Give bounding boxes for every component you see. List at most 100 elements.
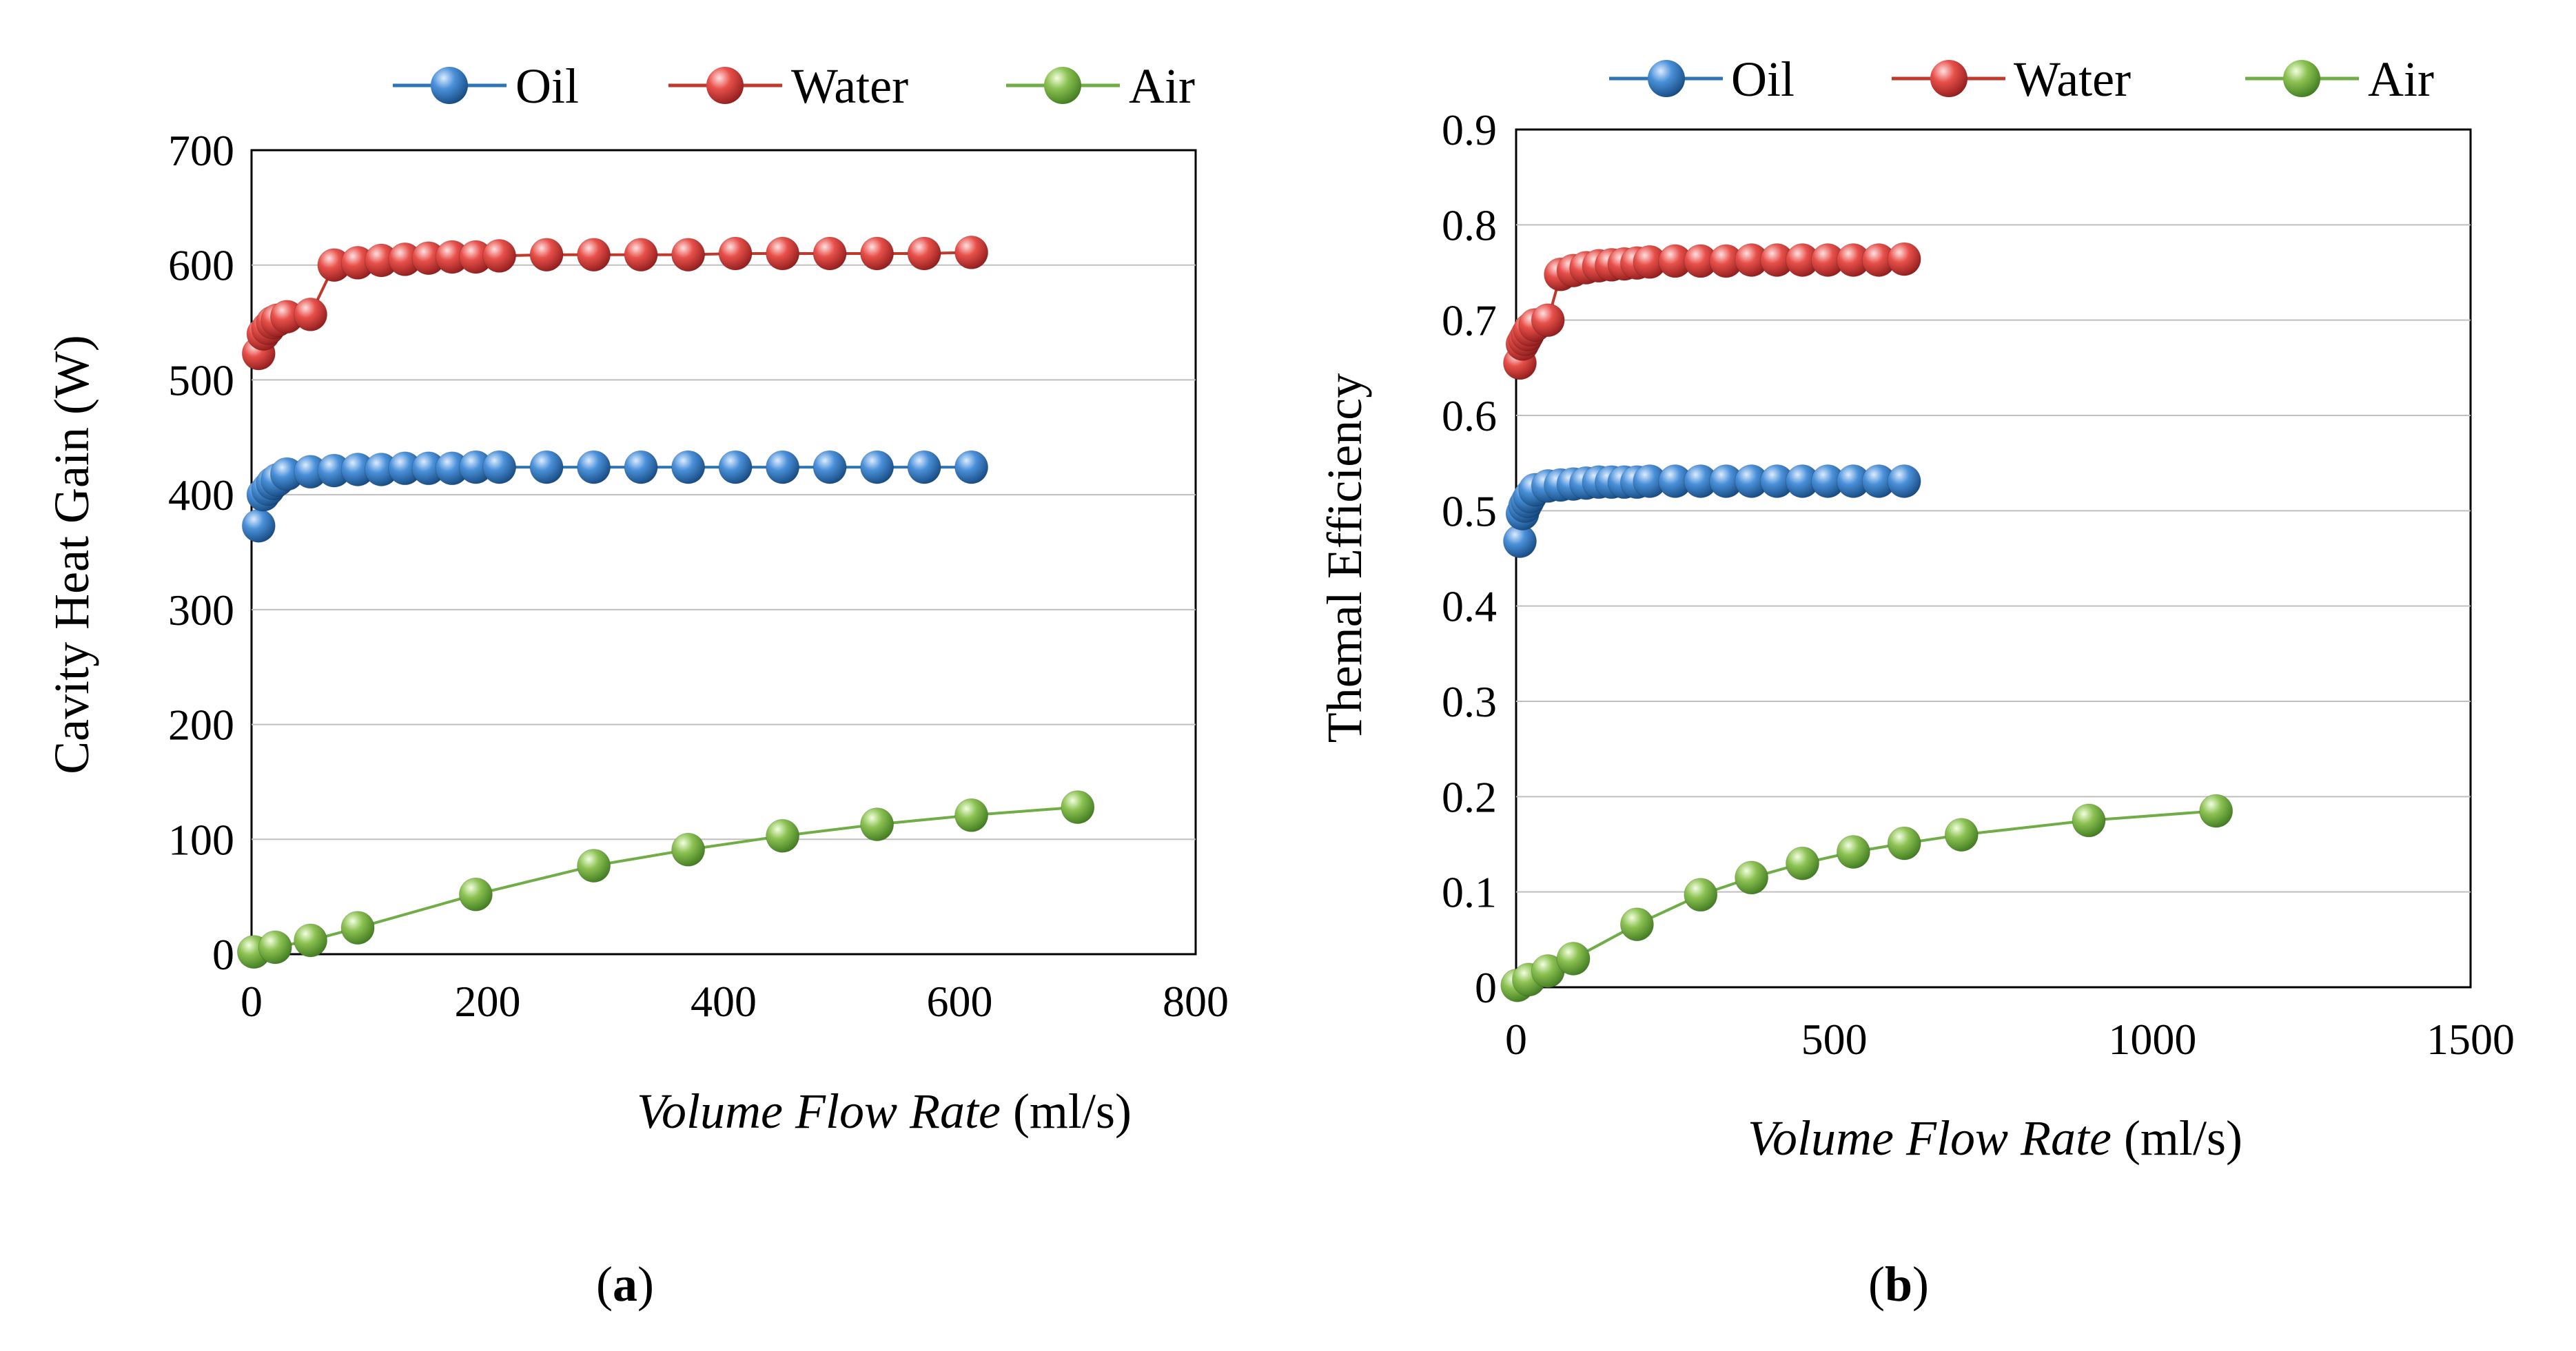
- point-b-water-24: [1887, 242, 1921, 276]
- point-a-oil-21: [812, 450, 847, 484]
- x-tick-label-a-1: 200: [455, 977, 521, 1026]
- y-tick-label-a-2: 200: [168, 701, 234, 750]
- point-a-oil-24: [954, 450, 989, 484]
- y-axis-title-b: Themal Efficiency: [1317, 373, 1372, 743]
- y-tick-label-a-1: 100: [168, 815, 234, 864]
- y-tick-label-a-4: 400: [168, 471, 234, 519]
- y-tick-label-b-3: 0.3: [1442, 677, 1497, 726]
- point-a-oil-22: [860, 450, 895, 484]
- y-ticks-b: 0 0.1 0.2 0.3 0.4 0.5 0.6 0.7 0.8 0.9: [1442, 105, 1497, 1012]
- x-ticks-b: 0 500 1000 1500: [1505, 1015, 2515, 1064]
- point-a-air-3: [340, 911, 375, 945]
- y-tick-label-b-7: 0.7: [1442, 296, 1497, 345]
- x-axis-title-b: Volume Flow Rate (ml/s): [1748, 1111, 2242, 1166]
- y-tick-label-b-6: 0.6: [1442, 391, 1497, 440]
- point-b-air-3: [1556, 942, 1591, 976]
- point-a-oil-16: [577, 450, 611, 484]
- caption-a: (a): [596, 1257, 654, 1312]
- y-tick-label-a-6: 600: [168, 241, 234, 290]
- point-b-air-5: [1684, 878, 1718, 912]
- point-a-water-20: [766, 236, 800, 271]
- point-b-air-7: [1786, 846, 1819, 880]
- point-a-water-6: [294, 297, 328, 331]
- y-tick-label-b-1: 0.1: [1442, 868, 1497, 917]
- x-tick-label-b-0: 0: [1505, 1015, 1527, 1064]
- series-a: [236, 235, 1095, 969]
- x-tick-label-b-1: 500: [1801, 1015, 1868, 1064]
- point-a-water-15: [529, 238, 564, 272]
- x-axis-title-b-italic: Volume Flow Rate: [1748, 1111, 2112, 1166]
- point-a-air-5: [577, 849, 611, 883]
- point-b-air-10: [1944, 818, 1979, 852]
- point-a-oil-20: [766, 450, 800, 484]
- legend-b-oil-marker: [1648, 60, 1685, 97]
- point-b-air-11: [2072, 803, 2106, 838]
- point-a-air-2: [294, 923, 328, 958]
- point-b-air-9: [1887, 826, 1921, 860]
- legend-a-water: Water: [668, 59, 908, 114]
- point-a-oil-19: [718, 450, 753, 484]
- legend-b-air-label: Air: [2368, 52, 2434, 107]
- chart-a: Oil Water Air 0 100 200 300 400 500 600 700 0 20…: [44, 59, 1229, 1312]
- point-a-water-23: [907, 236, 941, 271]
- point-a-water-19: [718, 236, 753, 271]
- legend-a-air-marker: [1044, 67, 1081, 104]
- x-tick-label-a-3: 600: [927, 977, 993, 1026]
- y-tick-label-b-9: 0.9: [1442, 105, 1497, 154]
- x-tick-label-a-0: 0: [241, 977, 263, 1026]
- caption-a-letter: a: [613, 1257, 637, 1312]
- point-a-oil-18: [671, 450, 706, 484]
- legend-a-air-label: Air: [1129, 59, 1195, 114]
- x-tick-label-a-2: 400: [691, 977, 757, 1026]
- legend-b-oil: Oil: [1609, 52, 1795, 107]
- legend-a-water-marker: [706, 67, 744, 104]
- x-tick-label-a-4: 800: [1163, 977, 1229, 1026]
- gridlines-b: [1516, 224, 2471, 893]
- legend-b-water-marker: [1930, 60, 1967, 97]
- point-a-oil-0: [241, 508, 276, 543]
- legend-b-air: Air: [2245, 52, 2434, 107]
- y-tick-label-a-5: 500: [168, 355, 234, 404]
- point-b-air-6: [1735, 860, 1769, 895]
- point-a-air-8: [860, 807, 895, 842]
- y-tick-label-b-8: 0.8: [1442, 200, 1497, 249]
- y-tick-label-a-3: 300: [168, 586, 234, 635]
- point-b-water-6: [1531, 303, 1565, 338]
- point-a-oil-23: [907, 450, 941, 484]
- point-a-air-10: [1061, 790, 1095, 825]
- point-b-air-12: [2199, 794, 2233, 828]
- point-a-water-21: [812, 236, 847, 271]
- point-a-oil-14: [482, 450, 517, 484]
- point-a-water-18: [671, 238, 706, 272]
- y-tick-label-b-4: 0.4: [1442, 582, 1497, 631]
- caption-b-letter: b: [1885, 1257, 1912, 1312]
- x-axis-title-a: Volume Flow Rate (ml/s): [637, 1084, 1132, 1139]
- point-a-water-14: [482, 238, 517, 273]
- x-axis-title-a-unit: (ml/s): [1001, 1084, 1132, 1139]
- point-a-oil-17: [624, 450, 658, 484]
- plot-area-a: [250, 149, 1197, 956]
- caption-b: (b): [1868, 1257, 1929, 1312]
- legend-b-water: Water: [1892, 52, 2131, 107]
- x-ticks-a: 0 200 400 600 800: [241, 977, 1229, 1026]
- point-b-air-8: [1836, 835, 1870, 869]
- legend-a-water-label: Water: [791, 59, 908, 114]
- point-a-air-1: [258, 930, 292, 965]
- y-tick-label-b-2: 0.2: [1442, 772, 1497, 821]
- x-axis-title-b-unit: (ml/s): [2112, 1111, 2242, 1166]
- legend-a-oil-marker: [431, 67, 468, 104]
- series-b: [1500, 242, 2233, 1002]
- y-tick-label-a-7: 700: [168, 126, 234, 175]
- point-a-water-16: [577, 238, 611, 272]
- point-a-water-24: [954, 235, 989, 269]
- legend-a-oil-label: Oil: [515, 59, 579, 114]
- legend-a-air: Air: [1006, 59, 1195, 114]
- y-tick-label-a-0: 0: [212, 930, 234, 979]
- legend-b-water-label: Water: [2014, 52, 2131, 107]
- legend-b-oil-label: Oil: [1731, 52, 1795, 107]
- chart-b: Oil Water Air 00.10.20.30.40.50.60.70.80…: [1317, 52, 2515, 1312]
- x-tick-label-b-2: 1000: [2108, 1015, 2196, 1064]
- legend-a: Oil Water Air: [393, 59, 1195, 114]
- point-a-air-9: [954, 798, 989, 832]
